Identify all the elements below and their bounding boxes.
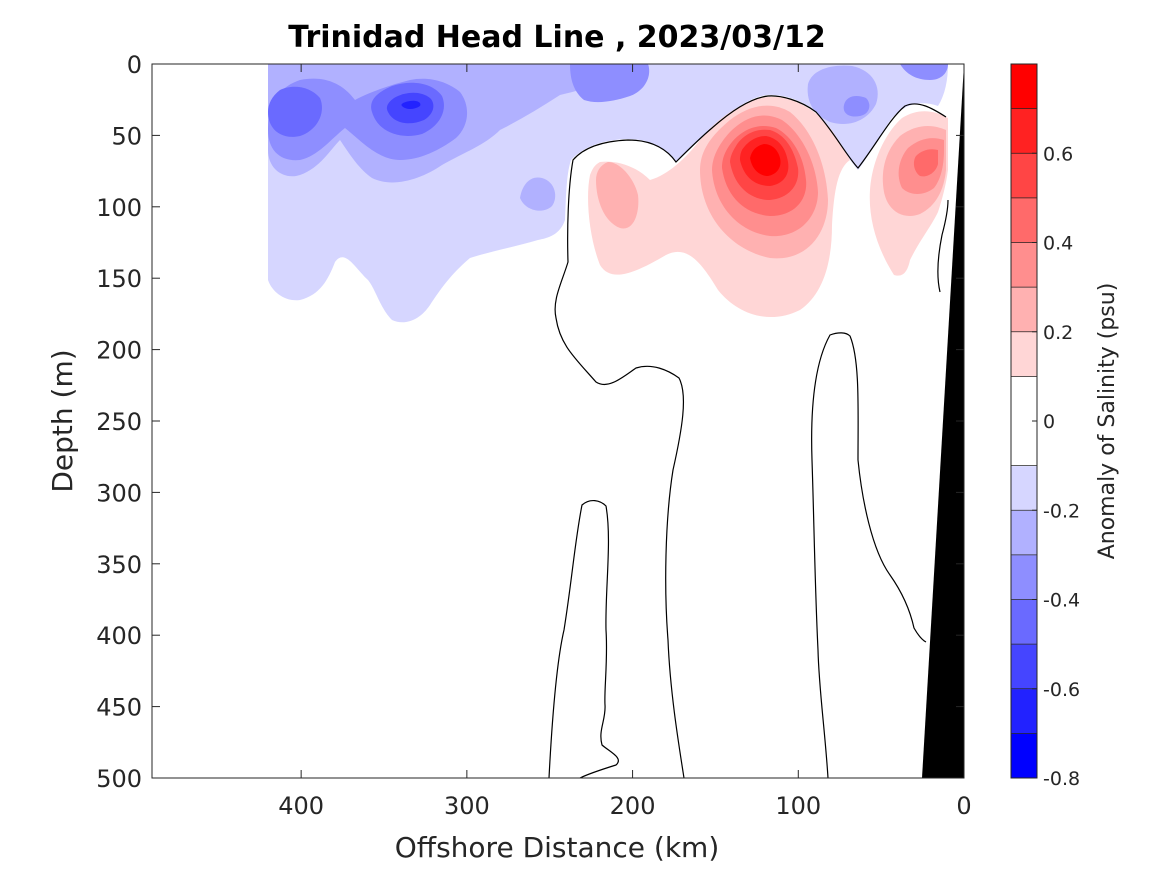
colorbar-tick-label: -0.2 xyxy=(1043,500,1080,522)
y-tick-label: 350 xyxy=(96,551,142,579)
colorbar-segment xyxy=(1011,510,1037,556)
chart-title: Trinidad Head Line , 2023/03/12 xyxy=(288,20,825,55)
colorbar-tick-label: -0.4 xyxy=(1043,590,1080,612)
y-tick-label: 0 xyxy=(127,51,142,79)
colorbar-segment xyxy=(1011,242,1037,288)
contour-fill-region xyxy=(596,162,639,229)
colorbar-segment xyxy=(1011,64,1037,110)
colorbar-segment xyxy=(1011,108,1037,154)
y-tick-label: 450 xyxy=(96,694,142,722)
colorbar-segment xyxy=(1011,599,1037,645)
x-tick-label: 100 xyxy=(775,792,821,820)
bathymetry-shelf xyxy=(922,64,964,778)
x-tick-label: 0 xyxy=(956,792,971,820)
colorbar-segment xyxy=(1011,153,1037,199)
colorbar: -0.8 -0.6 -0.4 -0.2 0 0.2 0.4 0.6 xyxy=(1010,63,1080,790)
zero-contour-left-tongue xyxy=(548,500,619,778)
contour-fill-region xyxy=(520,177,556,211)
contour-fills xyxy=(268,64,948,323)
contour-fill-region xyxy=(401,100,421,109)
y-tick-label: 250 xyxy=(96,408,142,436)
contour-fill-region xyxy=(268,86,322,137)
colorbar-segment xyxy=(1011,644,1037,690)
colorbar-segment xyxy=(1011,688,1037,734)
x-axis: 400 300 200 100 0 xyxy=(278,64,972,820)
zero-contour-right-tongue xyxy=(811,332,927,778)
contour-fill-region xyxy=(570,64,650,103)
y-tick-label: 100 xyxy=(96,194,142,222)
colorbar-tick-label: 0.4 xyxy=(1043,233,1073,255)
colorbar-label: Anomaly of Salinity (psu) xyxy=(1095,283,1120,560)
y-axis-label: Depth (m) xyxy=(46,349,79,492)
colorbar-segment xyxy=(1011,197,1037,243)
colorbar-tick-label: 0.2 xyxy=(1043,322,1073,344)
y-tick-label: 200 xyxy=(96,337,142,365)
y-tick-label: 300 xyxy=(96,479,142,507)
colorbar-tick-label: 0 xyxy=(1043,411,1055,433)
colorbar-tick-label: -0.6 xyxy=(1043,679,1080,701)
colorbar-segment xyxy=(1011,331,1037,377)
zero-contour-lines xyxy=(548,95,949,778)
x-tick-label: 300 xyxy=(444,792,490,820)
contour-fill-region xyxy=(913,149,938,177)
x-tick-label: 200 xyxy=(610,792,656,820)
colorbar-segment xyxy=(1011,465,1037,511)
zero-contour-upper xyxy=(554,95,947,778)
y-axis: 0 50 100 150 200 250 300 350 400 450 500 xyxy=(96,51,964,793)
colorbar-segment xyxy=(1011,733,1037,779)
colorbar-tick-label: 0.6 xyxy=(1043,143,1073,165)
contour-fill-region xyxy=(750,144,781,176)
colorbar-segment xyxy=(1011,554,1037,600)
y-tick-label: 400 xyxy=(96,622,142,650)
colorbar-tick-label: -0.8 xyxy=(1043,768,1080,790)
contour-fill-region xyxy=(843,96,870,117)
y-tick-label: 150 xyxy=(96,265,142,293)
colorbar-segment xyxy=(1011,287,1037,333)
zero-contour-shelf xyxy=(937,199,949,293)
x-axis-label: Offshore Distance (km) xyxy=(395,831,720,864)
x-tick-label: 400 xyxy=(278,792,324,820)
y-tick-label: 50 xyxy=(111,122,142,150)
y-tick-label: 500 xyxy=(96,765,142,793)
contour-fill-region xyxy=(900,64,948,80)
